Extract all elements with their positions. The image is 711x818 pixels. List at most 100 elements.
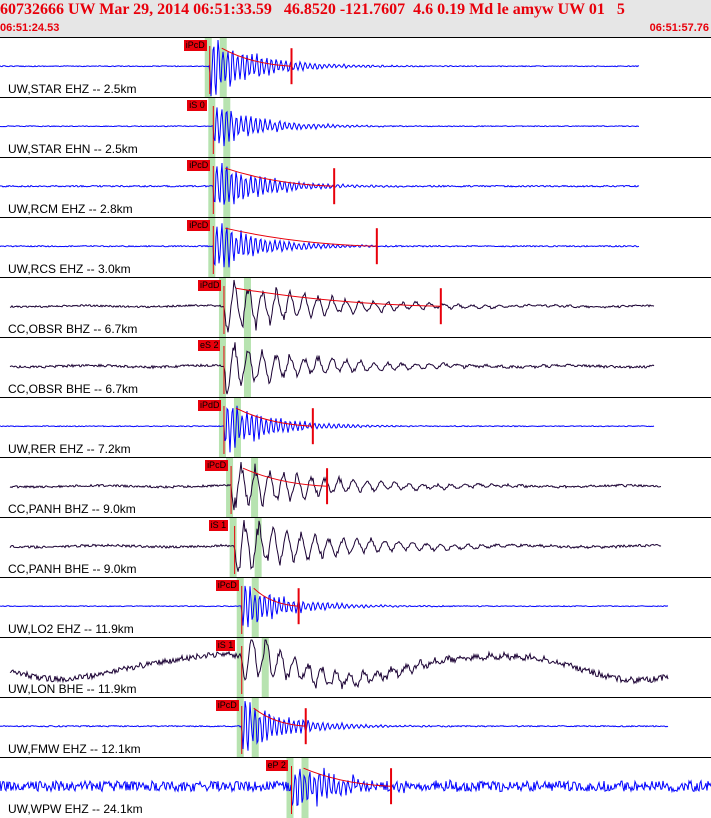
phase-pick-label[interactable]: eS 2 [197, 340, 221, 351]
analysis-window-band [218, 398, 226, 458]
trace-panel[interactable]: iPcD UW,STAR EHZ -- 2.5km [0, 37, 711, 98]
phase-pick-label[interactable]: iPcD [205, 460, 229, 471]
phase-pick-label[interactable]: iPdD [197, 400, 222, 411]
station-channel-label: UW,RCM EHZ -- 2.8km [8, 202, 133, 216]
trace-panel[interactable]: iPcD UW,RCS EHZ -- 3.0km [0, 217, 711, 278]
station-channel-label: UW,WPW EHZ -- 24.1km [8, 802, 143, 816]
analysis-window-band [229, 518, 237, 578]
analysis-window-band [219, 38, 227, 98]
analysis-window-band [254, 518, 262, 578]
waveform-trace [9, 342, 655, 395]
analysis-window-band [204, 38, 212, 98]
waveform-plot [0, 38, 640, 98]
analysis-window-band [236, 638, 244, 698]
coda-duration-curve [235, 287, 441, 307]
waveform-plot [9, 638, 669, 698]
trace-panel[interactable]: iPcD UW,LO2 EHZ -- 11.9km [0, 577, 711, 638]
waveform-plot [0, 578, 669, 638]
waveform-trace [9, 519, 662, 572]
coda-duration-curve [225, 167, 335, 187]
analysis-window-band [251, 458, 259, 518]
phase-pick-label[interactable]: iPcD [183, 40, 207, 51]
trace-panel[interactable]: iPcD UW,FMW EHZ -- 12.1km [0, 697, 711, 758]
waveform-trace [0, 767, 711, 807]
phase-pick-label[interactable]: iS 1 [215, 640, 236, 651]
event-header: 60732666 UW Mar 29, 2014 06:51:33.59 46.… [0, 0, 711, 37]
station-channel-label: CC,PANH BHE -- 9.0km [8, 562, 137, 576]
analysis-window-band [233, 398, 241, 458]
trace-panel[interactable]: iPdD CC,OBSR BHZ -- 6.7km [0, 277, 711, 338]
trace-panel[interactable]: eP 2 UW,WPW EHZ -- 24.1km [0, 757, 711, 818]
trace-panel[interactable]: iPdD UW,RER EHZ -- 7.2km [0, 397, 711, 458]
analysis-window-band [218, 338, 226, 398]
analysis-window-band [218, 278, 226, 338]
phase-pick-label[interactable]: iPcD [187, 160, 211, 171]
station-channel-label: UW,RCS EHZ -- 3.0km [8, 262, 131, 276]
analysis-window-band [251, 578, 259, 638]
analysis-window-band [208, 218, 216, 278]
coda-duration-curve [303, 767, 392, 787]
trace-panel[interactable]: eS 2 CC,OBSR BHE -- 6.7km [0, 337, 711, 398]
coda-duration-curve [253, 587, 299, 607]
waveform-trace [0, 39, 640, 97]
waveform-plot [0, 758, 711, 818]
waveform-trace [0, 223, 640, 268]
trace-panel[interactable]: iS 1 CC,PANH BHE -- 9.0km [0, 517, 711, 578]
event-title: 60732666 UW Mar 29, 2014 06:51:33.59 46.… [0, 1, 625, 18]
waveform-trace [9, 461, 662, 511]
end-time: 06:51:57.76 [649, 22, 709, 34]
phase-pick-label[interactable]: eP 2 [265, 760, 288, 771]
waveform-trace [9, 279, 655, 333]
waveform-trace [9, 639, 669, 690]
trace-panel[interactable]: iPcD UW,RCM EHZ -- 2.8km [0, 157, 711, 218]
analysis-window-band [223, 98, 231, 158]
analysis-window-band [261, 638, 269, 698]
waveform-plot [0, 398, 655, 458]
analysis-window-band [243, 278, 251, 338]
station-channel-label: CC,OBSR BHZ -- 6.7km [8, 322, 138, 336]
analysis-window-band [226, 458, 234, 518]
analysis-window-band [243, 338, 251, 398]
analysis-window-band [223, 218, 231, 278]
waveform-trace [0, 162, 640, 205]
coda-duration-curve [225, 227, 377, 247]
waveform-plot [0, 698, 669, 758]
trace-panel[interactable]: iPcD CC,PANH BHZ -- 9.0km [0, 457, 711, 518]
analysis-window-band [236, 698, 244, 758]
phase-pick-label[interactable]: iPcD [215, 580, 239, 591]
analysis-window-band [236, 578, 244, 638]
waveform-trace [0, 585, 669, 628]
start-time: 06:51:24.53 [0, 22, 60, 34]
station-channel-label: UW,RER EHZ -- 7.2km [8, 442, 131, 456]
phase-pick-label[interactable]: iPcD [215, 700, 239, 711]
station-channel-label: UW,LON BHE -- 11.9km [8, 682, 137, 696]
waveform-plot [0, 158, 640, 218]
trace-panel[interactable]: iS 1 UW,LON BHE -- 11.9km [0, 637, 711, 698]
waveform-trace [0, 701, 669, 751]
phase-pick-label[interactable]: iS 0 [187, 100, 207, 111]
coda-duration-curve [253, 707, 306, 727]
analysis-window-band [251, 698, 259, 758]
waveform-plot [9, 458, 662, 518]
analysis-window-band [208, 158, 216, 218]
analysis-window-band [223, 158, 231, 218]
station-channel-label: UW,FMW EHZ -- 12.1km [8, 742, 141, 756]
coda-duration-curve [242, 467, 328, 487]
waveform-trace [0, 107, 640, 147]
waveform-plot [9, 278, 655, 338]
waveform-trace [0, 405, 655, 453]
waveform-plot [9, 338, 655, 398]
coda-duration-curve [235, 407, 313, 427]
analysis-window-band [208, 98, 216, 158]
phase-pick-label[interactable]: iS 1 [208, 520, 229, 531]
phase-pick-label[interactable]: iPcD [187, 220, 211, 231]
station-channel-label: UW,LO2 EHZ -- 11.9km [8, 622, 134, 636]
coda-duration-curve [221, 47, 292, 67]
trace-panel[interactable]: iS 0 UW,STAR EHN -- 2.5km [0, 97, 711, 158]
station-channel-label: CC,PANH BHZ -- 9.0km [8, 502, 136, 516]
waveform-plot [0, 98, 640, 158]
analysis-window-band [301, 758, 309, 818]
waveform-plot [0, 218, 640, 278]
seismogram-panel-stack: iPcD UW,STAR EHZ -- 2.5km iS 0 UW,STAR EHN … [0, 37, 711, 818]
phase-pick-label[interactable]: iPdD [197, 280, 222, 291]
